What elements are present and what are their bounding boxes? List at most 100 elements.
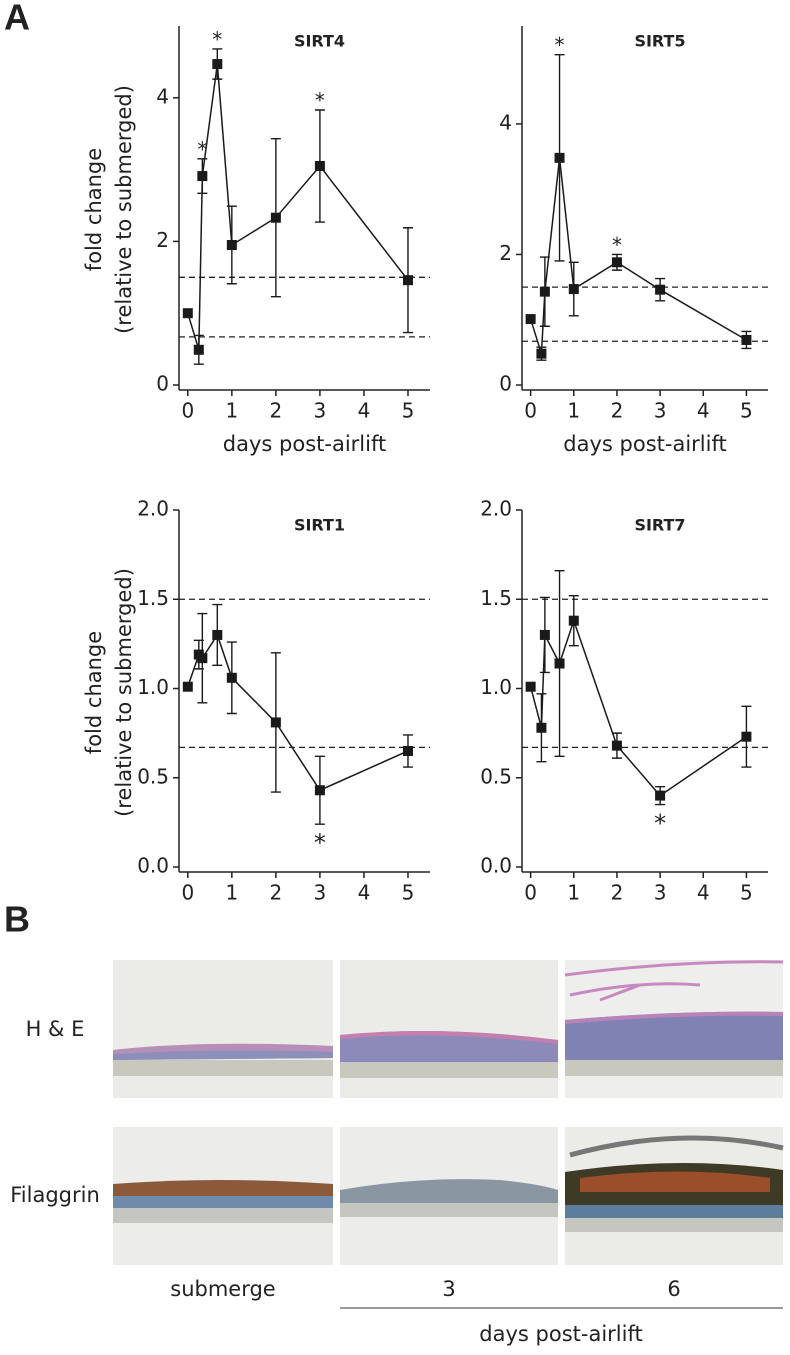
marker [270,717,281,728]
x-tick-label: 1 [567,399,580,423]
marker [536,348,547,359]
x-tick-label: 0 [524,399,537,423]
marker [197,171,208,182]
histology-images [113,960,784,1309]
y-tick-label: 1.0 [480,675,512,699]
significance-marker: * [555,33,565,57]
marker [197,653,208,664]
x-tick-label: 5 [402,399,415,423]
marker [402,745,413,756]
marker [226,239,237,250]
x-tick-label: 5 [740,881,753,905]
marker [402,275,413,286]
y-tick-label: 1.5 [480,586,512,610]
row-label: H & E [26,1017,85,1041]
panel-label: A [4,0,30,38]
marker [568,615,579,626]
significance-marker: * [212,27,222,51]
marker [314,785,325,796]
y-axis-label: (relative to submerged) [112,568,136,817]
x-tick-label: 4 [697,881,710,905]
marker [193,344,204,355]
marker [741,731,752,742]
marker [539,286,550,297]
marker [182,308,193,319]
y-tick-label: 2.0 [480,497,512,521]
y-tick-label: 0 [499,372,512,396]
x-tick-label: 1 [225,881,238,905]
chart-title: SIRT1 [294,516,345,535]
marker [554,152,565,163]
marker [525,681,536,692]
y-tick-label: 1.0 [137,675,169,699]
y-tick-label: 1.5 [137,586,169,610]
significance-marker: * [197,137,207,161]
marker [554,658,565,669]
x-tick-label: 1 [567,881,580,905]
y-tick-label: 4 [156,84,169,108]
data-line [187,63,409,351]
chart-title: SIRT4 [294,32,345,51]
marker [182,681,193,692]
significance-marker: * [314,829,326,857]
x-tick-label: 1 [225,399,238,423]
x-tick-label: 3 [314,881,327,905]
group-label: days post-airlift [479,1322,642,1346]
y-tick-label: 0.0 [137,854,169,878]
marker [212,629,223,640]
marker [536,722,547,733]
y-axis-label: (relative to submerged) [112,85,136,334]
x-tick-label: 3 [654,399,667,423]
data-line [187,633,409,792]
x-tick-label: 4 [358,881,371,905]
x-tick-label: 5 [740,399,753,423]
x-tick-label: 0 [524,881,537,905]
y-axis-label: fold change [82,631,106,754]
y-axis-label: fold change [82,148,106,271]
x-tick-label: 2 [611,399,624,423]
y-tick-label: 2 [499,241,512,265]
x-tick-label: 0 [181,881,194,905]
data-line [529,157,747,354]
marker [611,257,622,268]
y-tick-label: 0.0 [480,854,512,878]
column-label: submerge [170,1277,275,1301]
marker [741,334,752,345]
x-tick-label: 3 [314,399,327,423]
marker [611,740,622,751]
row-label: Filaggrin [10,1183,100,1207]
marker [314,161,325,172]
marker [655,790,666,801]
column-label: 6 [667,1277,680,1301]
y-tick-label: 0.5 [137,764,169,788]
x-axis-label: days post-airlift [223,432,386,456]
marker [525,314,536,325]
marker [539,629,550,640]
data-line [529,618,747,797]
y-tick-label: 2.0 [137,497,169,521]
panel-label: B [4,899,30,940]
column-label: 3 [442,1277,455,1301]
marker [568,284,579,295]
y-tick-label: 0 [156,372,169,396]
y-tick-label: 4 [499,110,512,134]
x-tick-label: 3 [654,881,667,905]
x-tick-label: 0 [181,399,194,423]
x-tick-label: 4 [697,399,710,423]
marker [226,672,237,683]
chart-title: SIRT5 [634,32,685,51]
x-tick-label: 4 [358,399,371,423]
significance-marker: * [315,89,325,113]
marker [655,284,666,295]
chart-title: SIRT7 [634,516,685,535]
x-tick-label: 2 [270,399,283,423]
significance-marker: * [612,233,622,257]
y-tick-label: 2 [156,228,169,252]
x-tick-label: 2 [270,881,283,905]
marker [212,59,223,70]
y-tick-label: 0.5 [480,764,512,788]
x-axis-label: days post-airlift [563,432,726,456]
x-tick-label: 5 [402,881,415,905]
significance-marker: * [654,810,666,838]
